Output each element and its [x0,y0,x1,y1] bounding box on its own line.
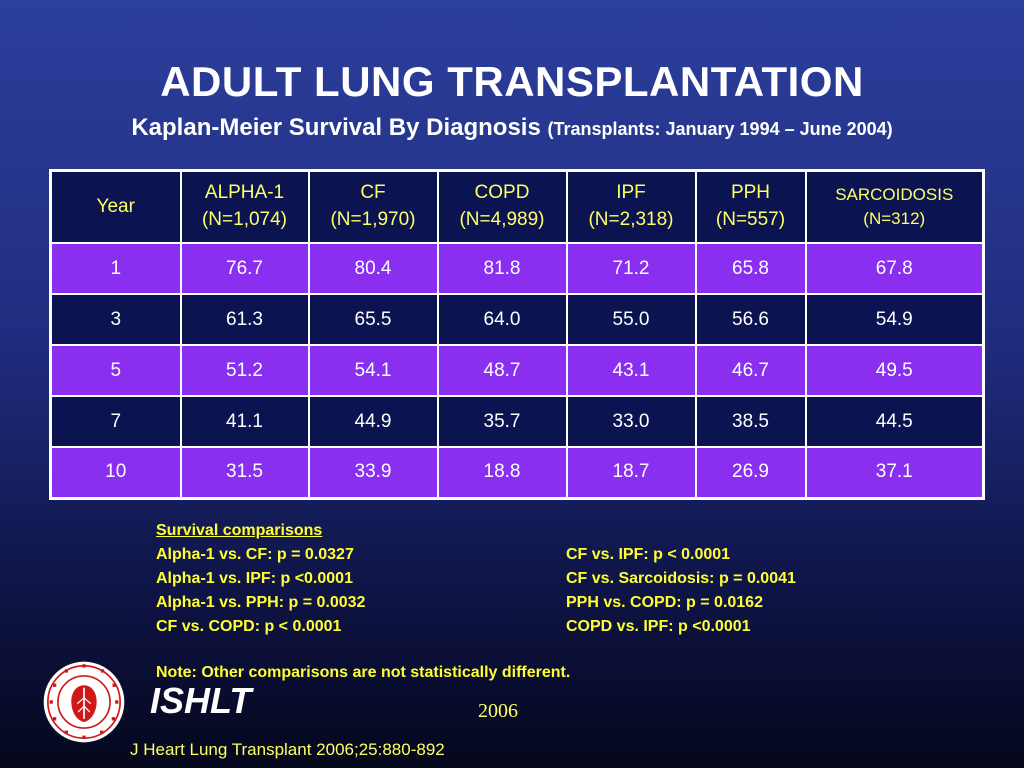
header-label: CF [360,182,386,204]
header-cf: CF (N=1,970) [307,169,439,244]
table-header: Year ALPHA-1 (N=1,074) CF (N=1,970) COPD (N… [49,169,985,244]
year-cell: 5 [49,344,182,397]
header-label: PPH [730,182,771,204]
survival-value-cell: 51.2 [179,344,310,397]
subtitle-range: (Transplants: January 1994 – June 2004) [547,119,893,139]
page-subtitle: Kaplan-Meier Survival By Diagnosis (Tran… [0,114,1024,142]
survival-value-cell: 43.1 [565,344,697,397]
journal-citation: J Heart Lung Transplant 2006;25:880-892 [130,740,445,759]
survival-value-cell: 37.1 [804,446,985,499]
header-count: (N=1,970) [330,209,416,230]
survival-value-cell: 31.5 [179,446,310,499]
footer-year: 2006 [478,700,518,722]
survival-value-cell: 76.7 [179,242,310,295]
header-count: (N=4,989) [459,209,545,230]
header-count: (N=557) [715,209,786,230]
ishlt-brand: ISHLT [150,680,252,721]
comparisons-note: Note: Other comparisons are not statisti… [156,664,571,681]
table-row: 1 76.7 80.4 81.8 71.2 65.8 67.8 [49,242,985,295]
table-body: 1 76.7 80.4 81.8 71.2 65.8 67.8 3 61.3 65.5 64.0 55… [49,242,985,499]
ishlt-seal-icon [43,661,125,743]
survival-table: Year ALPHA-1 (N=1,074) CF (N=1,970) COPD (N… [49,169,985,500]
survival-value-cell: 80.4 [307,242,439,295]
header-label: Year [96,195,135,217]
header-count: (N=2,318) [588,209,674,230]
survival-value-cell: 41.1 [179,395,310,448]
survival-value-cell: 81.8 [436,242,568,295]
header-sarcoidosis: SARCOIDOSIS (N=312) [804,169,985,244]
header-year: Year [49,169,182,244]
survival-value-cell: 44.9 [307,395,439,448]
year-cell: 7 [49,395,182,448]
survival-value-cell: 61.3 [179,293,310,346]
survival-value-cell: 35.7 [436,395,568,448]
header-label: SARCOIDOSIS [835,185,954,205]
survival-value-cell: 38.5 [694,395,807,448]
table-row: 5 51.2 54.1 48.7 43.1 46.7 49.5 [49,344,985,397]
table-row: 7 41.1 44.9 35.7 33.0 38.5 44.5 [49,395,985,448]
header-ipf: IPF (N=2,318) [565,169,697,244]
header-pph: PPH (N=557) [694,169,807,244]
survival-value-cell: 65.8 [694,242,807,295]
survival-value-cell: 71.2 [565,242,697,295]
survival-value-cell: 18.8 [436,446,568,499]
comparison-item: Alpha-1 vs. PPH: p = 0.0032 [156,594,366,611]
survival-value-cell: 54.9 [804,293,985,346]
survival-value-cell: 18.7 [565,446,697,499]
year-cell: 3 [49,293,182,346]
survival-value-cell: 33.0 [565,395,697,448]
comparison-item: CF vs. COPD: p < 0.0001 [156,618,342,635]
comparisons-grid: Alpha-1 vs. CF: p = 0.0327 CF vs. IPF: p… [156,543,916,639]
table-row: 3 61.3 65.5 64.0 55.0 56.6 54.9 [49,293,985,346]
comparison-item: Alpha-1 vs. CF: p = 0.0327 [156,546,354,563]
comparison-item: PPH vs. COPD: p = 0.0162 [566,594,763,611]
header-label: ALPHA-1 [204,182,285,204]
comparisons-heading: Survival comparisons [156,522,323,539]
table-row: 10 31.5 33.9 18.8 18.7 26.9 37.1 [49,446,985,499]
survival-value-cell: 49.5 [804,344,985,397]
survival-value-cell: 67.8 [804,242,985,295]
header-label: IPF [616,182,646,204]
comparison-item: CF vs. IPF: p < 0.0001 [566,546,731,563]
survival-value-cell: 26.9 [694,446,807,499]
survival-value-cell: 46.7 [694,344,807,397]
comparison-item: Alpha-1 vs. IPF: p <0.0001 [156,570,353,587]
comparison-item: COPD vs. IPF: p <0.0001 [566,618,751,635]
header-copd: COPD (N=4,989) [436,169,568,244]
survival-value-cell: 56.6 [694,293,807,346]
survival-value-cell: 65.5 [307,293,439,346]
page-title: ADULT LUNG TRANSPLANTATION [160,58,864,105]
year-cell: 1 [49,242,182,295]
survival-value-cell: 55.0 [565,293,697,346]
survival-value-cell: 44.5 [804,395,985,448]
year-cell: 10 [49,446,182,499]
header-alpha1: ALPHA-1 (N=1,074) [179,169,310,244]
header-count: (N=312) [863,209,926,228]
header-count: (N=1,074) [201,209,288,230]
survival-comparisons: Survival comparisons Alpha-1 vs. CF: p =… [156,519,916,685]
header-label: COPD [474,182,530,204]
survival-value-cell: 33.9 [307,446,439,499]
survival-value-cell: 54.1 [307,344,439,397]
survival-value-cell: 48.7 [436,344,568,397]
survival-value-cell: 64.0 [436,293,568,346]
comparison-item: CF vs. Sarcoidosis: p = 0.0041 [566,570,796,587]
header-row: Year ALPHA-1 (N=1,074) CF (N=1,970) COPD (N… [49,169,985,244]
subtitle-main: Kaplan-Meier Survival By Diagnosis [131,114,541,141]
